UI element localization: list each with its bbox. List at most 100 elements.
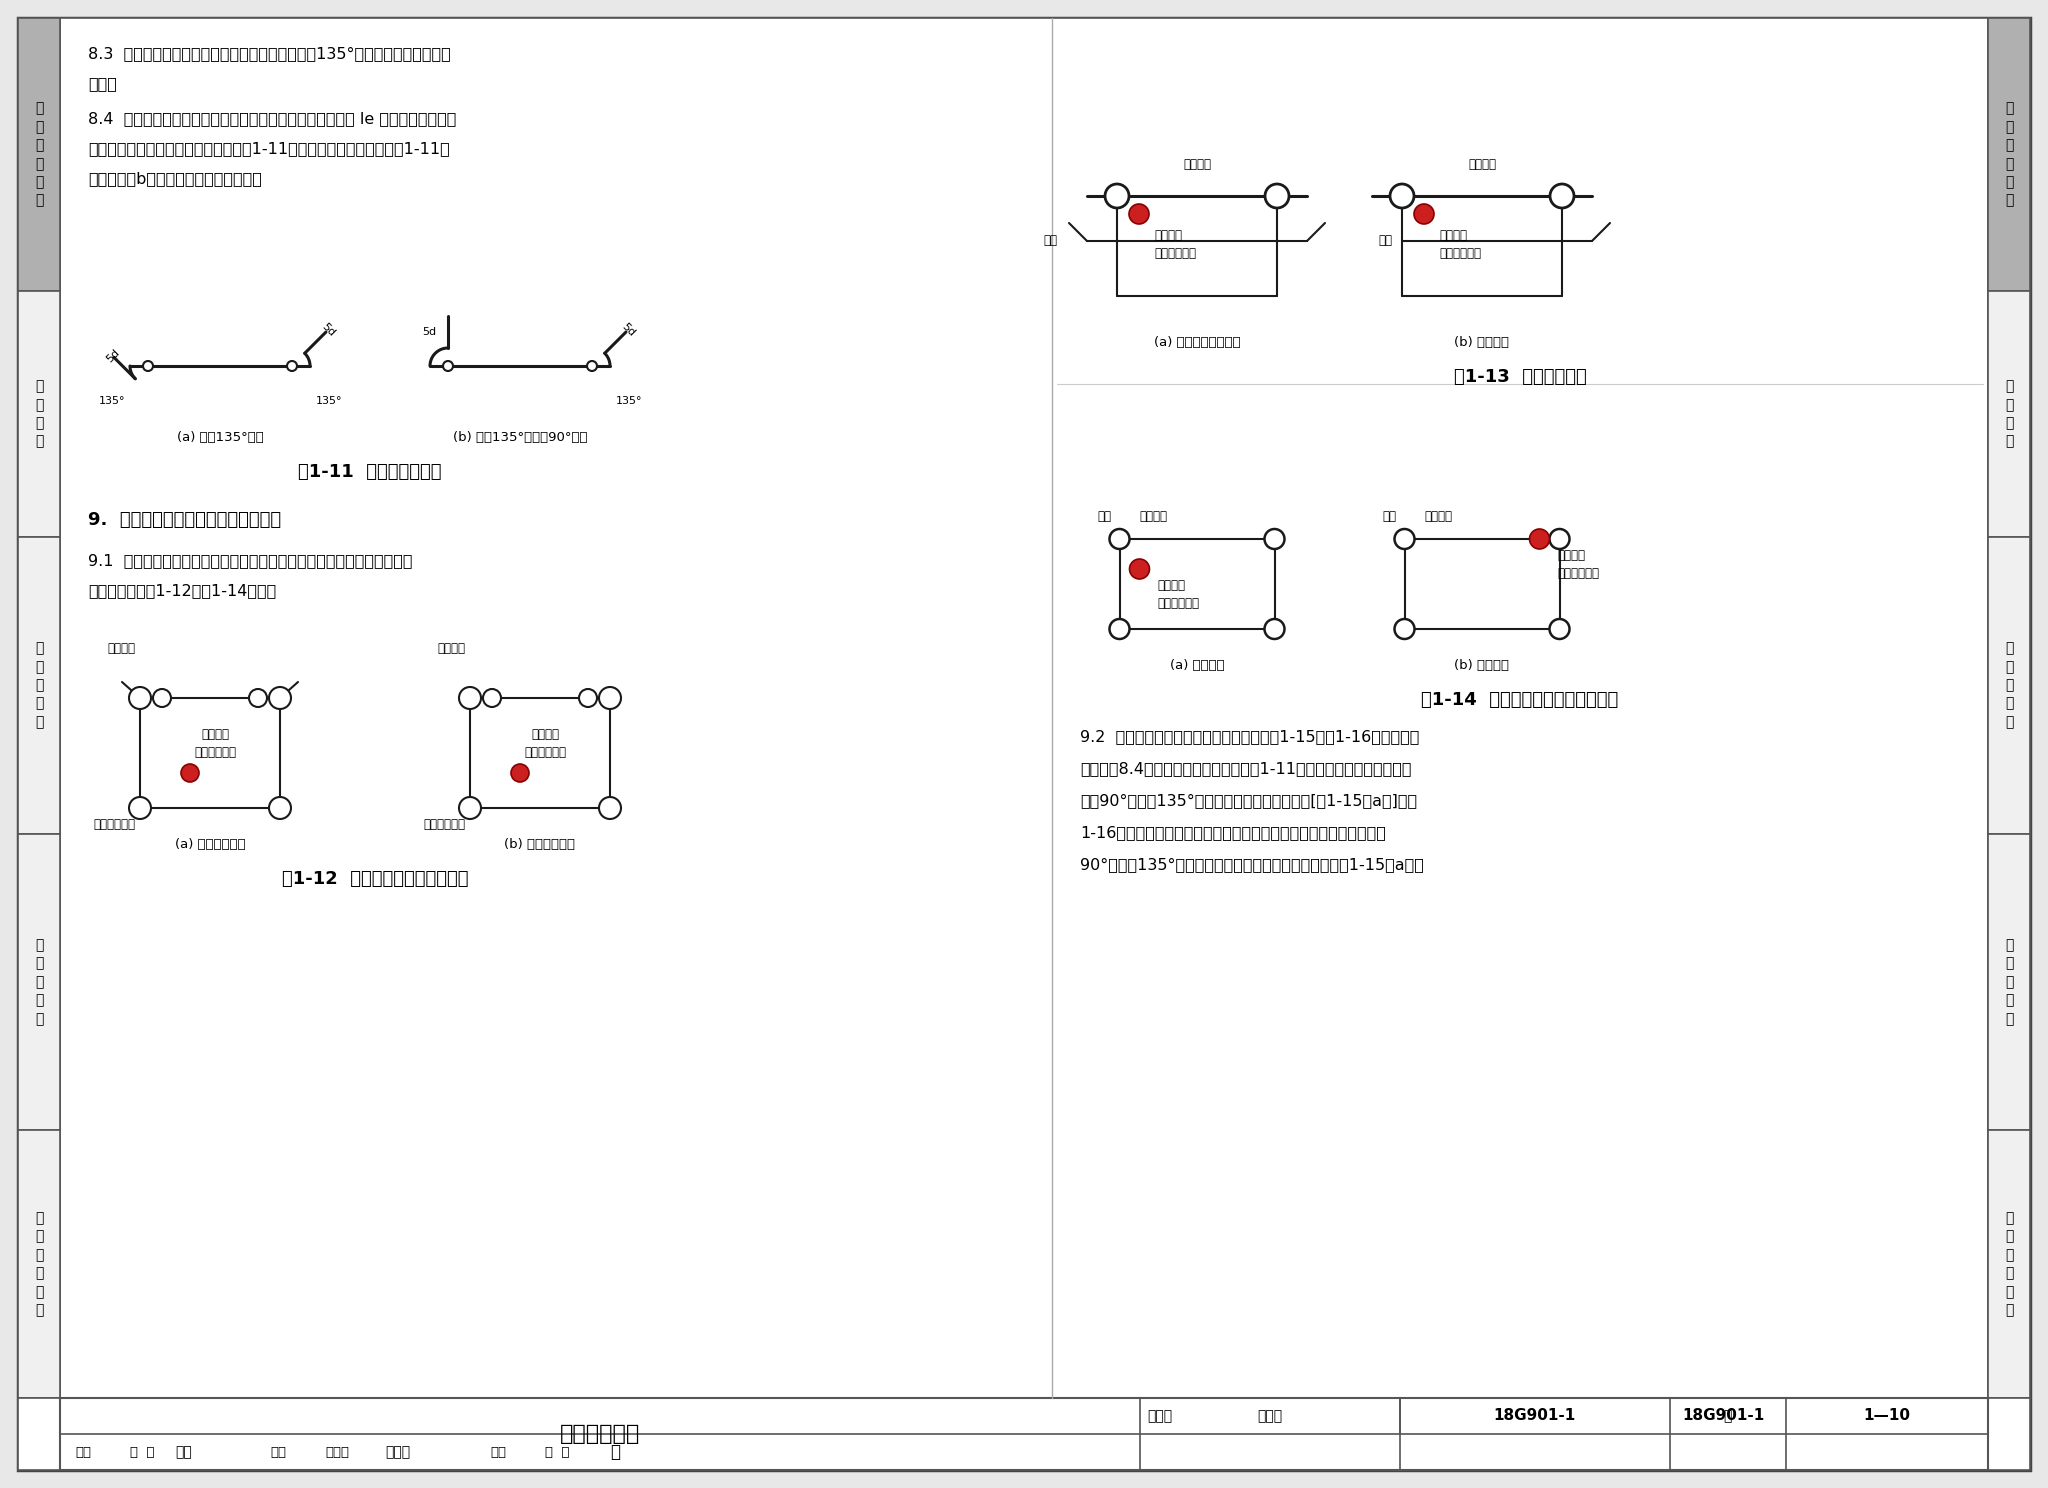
Text: 一
般
构
造
要
求: 一 般 构 造 要 求 (2005, 101, 2013, 208)
Circle shape (287, 362, 297, 371)
Text: (a) 同时拉主筋和筚筋: (a) 同时拉主筋和筚筋 (1153, 336, 1241, 350)
Circle shape (1266, 185, 1288, 208)
Circle shape (459, 798, 481, 818)
Text: 9.1  纵向钢筋绑扎搭接横截面钢筋排布有斜向搭接、内侧搭接和同层搭接: 9.1 纵向钢筋绑扎搭接横截面钢筋排布有斜向搭接、内侧搭接和同层搭接 (88, 554, 412, 568)
Text: 无
梁
楼
盖
部
分: 无 梁 楼 盖 部 分 (35, 1211, 43, 1317)
Text: 搭接纵筋
（斜向搭接）: 搭接纵筋 （斜向搭接） (195, 728, 236, 759)
Text: 富士注: 富士注 (385, 1445, 410, 1460)
Text: 剪
力
墙
部
分: 剪 力 墙 部 分 (35, 641, 43, 729)
Text: 135°: 135° (616, 396, 643, 406)
Text: 搭接纵筋
（内侧搭接）: 搭接纵筋 （内侧搭接） (1153, 229, 1196, 260)
Text: (b) 转角处无弯钉: (b) 转角处无弯钉 (504, 838, 575, 851)
Text: 三种方式，如图1-12～图1-14所示。: 三种方式，如图1-12～图1-14所示。 (88, 583, 276, 598)
Bar (18, 18, 59, 292)
Bar (18, 537, 59, 833)
Text: 外圈封闭箍筋: 外圈封闭箍筋 (424, 818, 465, 830)
Circle shape (598, 687, 621, 708)
Text: 曹  興: 曹 興 (545, 1445, 569, 1458)
Circle shape (1395, 530, 1415, 549)
Circle shape (250, 689, 266, 707)
Text: 普
通
板
部
分: 普 通 板 部 分 (35, 937, 43, 1025)
Circle shape (154, 689, 170, 707)
Text: 18G901-1: 18G901-1 (1493, 1409, 1577, 1424)
Text: (b) 只拉主筋: (b) 只拉主筋 (1454, 336, 1509, 350)
Text: 哪: 哪 (610, 1443, 621, 1461)
Circle shape (268, 798, 291, 818)
Text: (b) 同层搦接: (b) 同层搦接 (1454, 659, 1509, 673)
Circle shape (1550, 185, 1575, 208)
Circle shape (1130, 559, 1149, 579)
Text: (a) 两侧135°弯钉: (a) 两侧135°弯钉 (176, 432, 264, 443)
Text: 90°、一端135°的拉结筋时，拉结筋的交错布置原则同图1-15（a）。: 90°、一端135°的拉结筋时，拉结筋的交错布置原则同图1-15（a）。 (1079, 857, 1423, 872)
Text: (b) 一侧135°、一侧90°弯钉: (b) 一侧135°、一侧90°弯钉 (453, 432, 588, 443)
Bar (1989, 1399, 2030, 1470)
Text: 图1-11  拉结筋构造详图: 图1-11 拉结筋构造详图 (299, 463, 442, 481)
Text: 图集号: 图集号 (1147, 1409, 1174, 1423)
Text: 一般构造要求: 一般构造要求 (559, 1424, 639, 1443)
Circle shape (1110, 530, 1130, 549)
Circle shape (1110, 619, 1130, 638)
Text: 搭接纵筋
（内侧搭接）: 搭接纵筋 （内侧搭接） (1157, 579, 1200, 610)
Circle shape (459, 687, 481, 708)
Text: 一
般
构
造
要
求: 一 般 构 造 要 求 (35, 101, 43, 208)
Text: 审核: 审核 (76, 1445, 90, 1458)
Text: 135°: 135° (98, 396, 125, 406)
Text: 搭接纵筋
（同层搭接）: 搭接纵筋 （同层搭接） (1556, 549, 1599, 580)
Text: 原位纵筋: 原位纵筋 (106, 641, 135, 655)
Text: 5d: 5d (618, 321, 637, 339)
Text: 缘构件范围以外）间拉结时，可采用图1-11中两种构造做法。当采用图1-11中: 缘构件范围以外）间拉结时，可采用图1-11中两种构造做法。当采用图1-11中 (88, 141, 451, 156)
Circle shape (580, 689, 598, 707)
Circle shape (512, 763, 528, 783)
Text: 原位纵筋: 原位纵筋 (1468, 158, 1495, 171)
Text: 校对: 校对 (270, 1445, 287, 1458)
Text: 搭接纵筋
（内侧搭接）: 搭接纵筋 （内侧搭接） (1440, 229, 1481, 260)
Text: 高志强: 高志强 (326, 1445, 348, 1458)
Circle shape (1264, 619, 1284, 638)
Text: 无
梁
楼
盖
部
分: 无 梁 楼 盖 部 分 (2005, 1211, 2013, 1317)
Bar (1989, 292, 2030, 537)
Circle shape (1395, 619, 1415, 638)
Bar (59, 1399, 1989, 1470)
Text: 刘  箴: 刘 箴 (129, 1445, 154, 1458)
Text: 普
通
板
部
分: 普 通 板 部 分 (2005, 937, 2013, 1025)
Bar (18, 1399, 59, 1470)
Text: 图1-13  拉筋弯钉位置: 图1-13 拉筋弯钉位置 (1454, 368, 1587, 385)
Bar (1989, 833, 2030, 1131)
Text: 搭接纵筋
（内侧搭接）: 搭接纵筋 （内侧搭接） (524, 728, 565, 759)
Text: 原位纵筋: 原位纵筋 (436, 641, 465, 655)
Text: 原位纵筋: 原位纵筋 (1139, 510, 1167, 524)
Circle shape (180, 763, 199, 783)
Circle shape (1391, 185, 1413, 208)
Text: 本图集第8.4条相关规定，拉结筋共有图1-11所示两种构造做法。当采用: 本图集第8.4条相关规定，拉结筋共有图1-11所示两种构造做法。当采用 (1079, 760, 1411, 777)
Text: 箍筋。: 箍筋。 (88, 76, 117, 91)
Text: 5d: 5d (422, 327, 436, 336)
Text: 1—10: 1—10 (1864, 1409, 1911, 1424)
Text: 拉筋: 拉筋 (1378, 235, 1393, 247)
Bar (18, 833, 59, 1131)
Circle shape (268, 687, 291, 708)
Text: 9.  纵向钙筋绑扎搦接横截面钙筋排布: 9. 纵向钙筋绑扎搦接横截面钙筋排布 (88, 510, 281, 530)
Bar (1989, 18, 2030, 292)
Text: 刘双: 刘双 (174, 1445, 193, 1460)
Circle shape (143, 362, 154, 371)
Text: 图1-12  筚筋转角处钙筋搦接位置: 图1-12 筚筋转角处钙筋搦接位置 (283, 870, 469, 888)
Text: 5d: 5d (319, 321, 336, 339)
Text: 9.2  拉结筋转角处的纵向钢筋绑扎搭接如图1-15、图1-16所示。按照: 9.2 拉结筋转角处的纵向钢筋绑扎搭接如图1-15、图1-16所示。按照 (1079, 729, 1419, 744)
Text: 原位纵筋: 原位纵筋 (1184, 158, 1210, 171)
Text: 1-16仅示意拉结筋转角处墙身水平分布钢筋的构造做法，当采用一端: 1-16仅示意拉结筋转角处墙身水平分布钢筋的构造做法，当采用一端 (1079, 824, 1386, 841)
Text: 箍筋: 箍筋 (1098, 510, 1112, 524)
Circle shape (1264, 530, 1284, 549)
Circle shape (129, 798, 152, 818)
Circle shape (598, 798, 621, 818)
Bar (18, 1131, 59, 1399)
Text: 8.3  用于梁腰筋间拉结的拉筋，两端弯折角度均为135°，弯折后平直段长度同: 8.3 用于梁腰筋间拉结的拉筋，两端弯折角度均为135°，弯折后平直段长度同 (88, 46, 451, 61)
Text: 5d: 5d (104, 347, 121, 365)
Text: 框
架
部
分: 框 架 部 分 (35, 379, 43, 449)
Bar (18, 292, 59, 537)
Text: (a) 内侧搦接: (a) 内侧搦接 (1169, 659, 1225, 673)
Text: 剪
力
墙
部
分: 剪 力 墙 部 分 (2005, 641, 2013, 729)
Text: 一端90°、一端135°的构造做法时，需交错布置[图1-15（a）]。图: 一端90°、一端135°的构造做法时，需交错布置[图1-15（a）]。图 (1079, 793, 1417, 808)
Text: 图集号: 图集号 (1257, 1409, 1282, 1423)
Circle shape (1128, 204, 1149, 225)
Bar (1989, 1131, 2030, 1399)
